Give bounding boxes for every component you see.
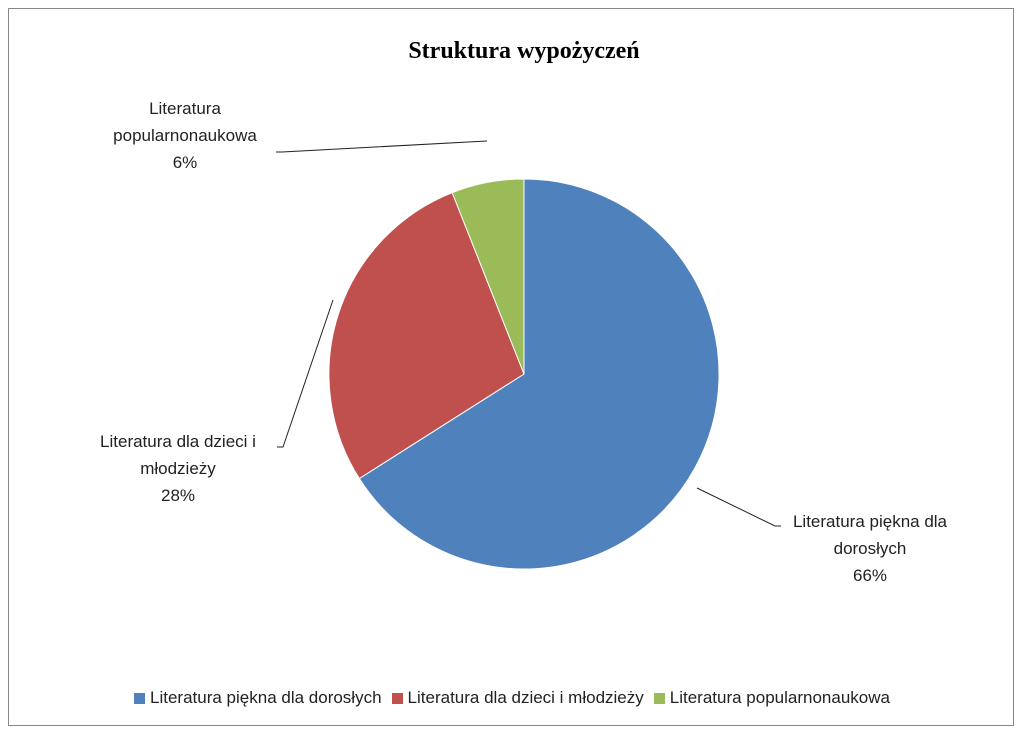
legend: Literatura piękna dla dorosłych Literatur… — [0, 688, 1024, 708]
data-label-value: 6% — [172, 153, 198, 172]
pie-slice — [358, 178, 720, 570]
data-label-name: Literatura dla dzieci i młodzieży — [100, 432, 256, 478]
legend-item: Literatura piękna dla dorosłych — [134, 688, 382, 708]
legend-item: Literatura dla dzieci i młodzieży — [391, 688, 644, 708]
legend-label: Literatura dla dzieci i młodzieży — [407, 688, 644, 707]
leader-line — [277, 299, 334, 448]
data-label-value: 66% — [852, 566, 888, 585]
data-label: Literatura popularnonaukowa 6% — [95, 95, 275, 176]
chart-frame — [8, 8, 1014, 726]
data-label-name: Literatura popularnonaukowa — [113, 99, 257, 145]
legend-swatch — [134, 692, 146, 704]
legend-item: Literatura popularnonaukowa — [653, 688, 890, 708]
chart-title: Struktura wypożyczeń — [408, 38, 639, 64]
leader-line — [696, 487, 781, 527]
legend-swatch — [653, 692, 665, 704]
data-label: Literatura dla dzieci i młodzieży 28% — [78, 428, 278, 509]
data-label: Literatura piękna dla dorosłych 66% — [775, 508, 965, 589]
legend-label: Literatura piękna dla dorosłych — [150, 688, 382, 707]
legend-label: Literatura popularnonaukowa — [669, 688, 890, 707]
pie-slice — [328, 191, 525, 480]
data-label-name: Literatura piękna dla dorosłych — [792, 512, 948, 558]
data-label-value: 28% — [160, 486, 196, 505]
pie-slice — [451, 178, 525, 375]
legend-swatch — [391, 692, 403, 704]
leader-line — [276, 140, 488, 153]
